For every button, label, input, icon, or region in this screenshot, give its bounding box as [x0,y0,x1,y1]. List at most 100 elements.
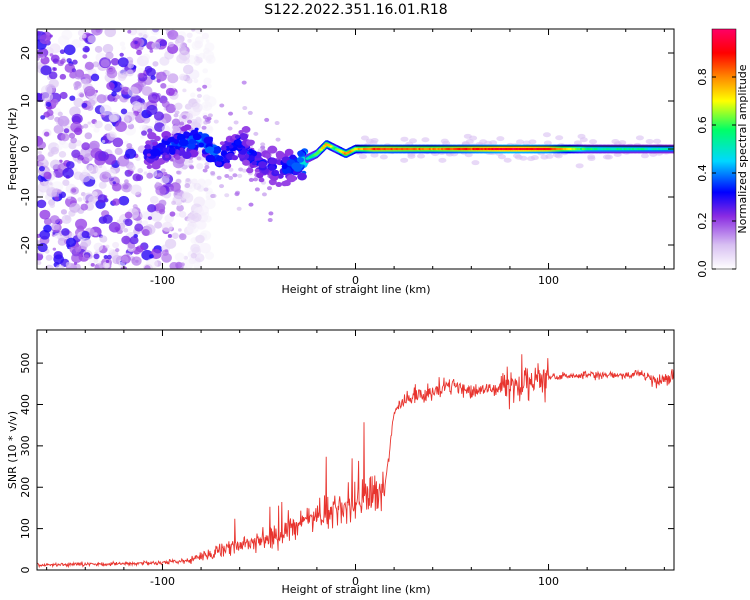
noise-blob [254,187,260,192]
spectral-blob [168,147,176,154]
noise-blob [149,195,159,204]
noise-blob [165,29,170,32]
noise-blob [121,182,133,193]
noise-blob [204,178,213,186]
spectrogram-ytick-label: 20 [19,46,32,60]
noise-blob [186,119,192,124]
noise-blob [193,78,199,84]
noise-blob [68,141,77,150]
noise-blob [124,111,136,122]
noise-blob [121,235,131,245]
noise-blob [59,73,67,80]
colorbar-gradient [711,28,737,270]
noise-blob [80,203,89,211]
noise-blob [174,121,180,126]
noise-blob [153,111,165,121]
noise-blob [115,248,120,253]
noise-blob [93,242,103,252]
colorbar-tick-label: 0.0 [696,260,709,278]
noise-blob [178,211,187,218]
noise-blob [54,196,60,201]
noise-blob [57,237,67,246]
trace-halo [645,139,654,145]
noise-blob [124,218,133,227]
noise-blob [219,103,225,108]
noise-blob [131,256,142,266]
noise-blob [171,232,179,239]
noise-blob [175,179,181,184]
noise-blob [39,209,51,220]
noise-blob [180,75,186,81]
trace-halo [400,136,409,142]
noise-blob [49,215,60,224]
spectral-blob [167,137,175,143]
noise-blob [97,194,107,203]
spectral-blob [234,139,242,146]
noise-blob [87,99,96,107]
noise-blob [104,263,110,268]
noise-blob [100,59,110,68]
noise-blob [112,241,120,249]
noise-blob [126,99,131,103]
spectral-blob [228,144,234,149]
noise-blob [37,252,44,261]
noise-blob [38,150,42,155]
snr-ytick-label: 300 [19,435,32,456]
noise-blob [198,253,202,257]
noise-blob [65,261,72,268]
noise-blob [61,142,70,149]
trace-halo [503,157,512,163]
noise-blob [129,236,139,245]
noise-blob [37,141,47,150]
noise-blob [261,192,267,197]
noise-blob [138,72,144,78]
noise-blob [106,254,112,260]
noise-blob [123,228,129,233]
colorbar-tick-label: 0.6 [696,116,709,134]
noise-blob [49,34,53,38]
noise-blob [204,251,215,260]
noise-blob [228,111,234,116]
noise-blob [161,100,170,108]
noise-blob [203,77,212,85]
noise-blob [202,84,208,89]
noise-blob [193,261,202,269]
noise-blob [165,87,175,96]
trace-halo [522,140,531,146]
noise-blob [196,156,202,161]
noise-blob [253,131,259,136]
noise-blob [48,78,59,89]
spectral-blob [241,126,251,134]
noise-blob [171,200,177,206]
noise-blob [194,253,205,263]
noise-blob [99,171,112,183]
noise-blob [150,29,160,36]
noise-blob [175,39,183,47]
spectral-blob [215,155,224,162]
trace-halo [579,137,588,143]
noise-blob [57,115,70,127]
noise-blob [182,88,187,93]
snr-ytick-label: 0 [19,567,32,574]
spectrogram-ylabel: Frequency (Hz) [6,108,19,191]
trace-halo [484,140,493,146]
noise-blob [134,29,148,36]
noise-blob [247,110,253,115]
noise-blob [91,29,103,36]
noise-blob [55,264,65,269]
noise-blob [37,260,42,266]
trace-halo [360,135,369,141]
noise-blob [104,29,117,38]
trace-halo [496,136,505,142]
noise-blob [126,143,133,149]
spectral-blob [258,177,265,183]
noise-blob [71,68,77,73]
noise-blob [150,210,163,222]
noise-blob [136,49,142,56]
noise-blob [238,167,244,172]
noise-blob [253,177,259,182]
spectral-blob [152,141,158,146]
noise-blob [196,93,202,98]
spectral-blob [291,162,302,171]
